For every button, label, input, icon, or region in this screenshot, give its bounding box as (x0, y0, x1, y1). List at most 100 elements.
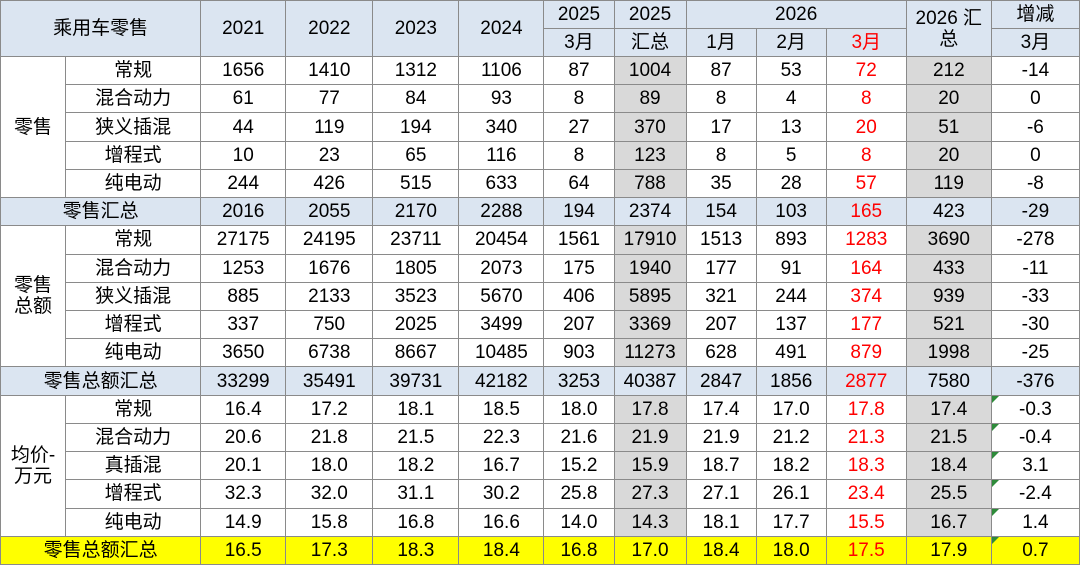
cell: 633 (458, 168, 545, 199)
cell: 15.5 (825, 507, 907, 537)
cell: 491 (755, 338, 827, 368)
cell: 25.5 (905, 479, 992, 509)
cell: 31.1 (372, 479, 460, 509)
table-row: 狭义插混 44 119 194 340 27 370 17 13 20 51 -6 (1, 112, 1080, 142)
cell: 3369 (613, 309, 687, 340)
cell: 423 (905, 197, 992, 227)
cell: 20 (825, 112, 907, 142)
cell: 321 (685, 281, 757, 311)
cell: 194 (543, 197, 615, 227)
header-sum: 2026 汇总 (905, 0, 992, 57)
cell: 20 (905, 84, 992, 114)
cell: 2374 (613, 197, 687, 227)
cell: 337 (200, 309, 287, 340)
cell: 0 (990, 140, 1080, 170)
cell: 244 (200, 168, 287, 199)
cell: 1312 (372, 55, 460, 86)
cell: 521 (905, 309, 992, 340)
cell: 175 (543, 253, 615, 283)
cell: 1805 (372, 253, 460, 283)
cell: 27 (543, 112, 615, 142)
cell: 165 (825, 197, 907, 227)
cell: 154 (685, 197, 757, 227)
cell: -376 (990, 366, 1080, 396)
header-year: 2025 (613, 0, 687, 29)
cell: 51 (905, 112, 992, 142)
cell: 18.4 (458, 535, 545, 565)
cell: 1283 (825, 225, 907, 255)
cell: 16.7 (905, 507, 992, 537)
header-year: 2025 (543, 0, 615, 29)
total-row: 零售总额汇总 33299 35491 39731 42182 3253 40387 2847 1… (0, 366, 1080, 396)
cell: 17.0 (613, 535, 687, 565)
cell: 25.8 (543, 479, 615, 509)
cell: 14.0 (543, 507, 615, 537)
group-label: 均价- 万元 (0, 394, 67, 537)
cell: 6738 (285, 338, 374, 368)
cell: 16.4 (200, 394, 287, 424)
cell: 17.4 (685, 394, 757, 424)
cell: 28 (755, 168, 827, 199)
cell: 164 (825, 253, 907, 283)
row-name: 常规 (65, 394, 202, 424)
cell: 137 (755, 309, 827, 340)
row-name: 狭义插混 (65, 281, 202, 311)
cell: 8 (825, 140, 907, 170)
cell: -14 (990, 55, 1080, 86)
cell: 2847 (685, 366, 757, 396)
row-name: 增程式 (65, 140, 202, 170)
cell: 15.9 (613, 451, 687, 481)
cell: -33 (990, 281, 1080, 311)
cell: 21.6 (543, 422, 615, 453)
header-month: 1月 (685, 28, 757, 57)
cell: -29 (990, 197, 1080, 227)
cell: 119 (285, 112, 374, 142)
total-name: 零售总额汇总 (0, 366, 202, 396)
cell: 10485 (458, 338, 545, 368)
cell: 18.0 (543, 394, 615, 424)
table-row: 纯电动 14.9 15.8 16.8 16.6 14.0 14.3 18.1 17.7 15.5 1… (1, 507, 1080, 537)
cell: 39731 (372, 366, 460, 396)
table-row: 混合动力 61 77 84 93 8 89 8 4 8 20 0 (1, 84, 1080, 114)
cell: 84 (372, 84, 460, 114)
table-row: 增程式 337 750 2025 3499 207 3369 207 137 177 521 -30 (1, 309, 1080, 340)
cell: 77 (285, 84, 374, 114)
cell: 14.3 (613, 507, 687, 537)
cell: 0.7 (990, 535, 1080, 565)
cell: 2016 (200, 197, 287, 227)
cell: 23.4 (825, 479, 907, 509)
cell: 1856 (755, 366, 827, 396)
cell: 18.7 (685, 451, 757, 481)
cell: 21.5 (372, 422, 460, 453)
cell: 21.3 (825, 422, 907, 453)
header-month: 3月 (825, 28, 907, 57)
cell: 5 (755, 140, 827, 170)
cell: 32.3 (200, 479, 287, 509)
cell: 885 (200, 281, 287, 311)
row-name: 纯电动 (65, 168, 202, 199)
cell: 628 (685, 338, 757, 368)
cell: 2170 (372, 197, 460, 227)
cell: 89 (613, 84, 687, 114)
cell: 103 (755, 197, 827, 227)
cell: 11273 (613, 338, 687, 368)
cell: 3253 (543, 366, 615, 396)
cell: 17.9 (905, 535, 992, 565)
cell: 17910 (613, 225, 687, 255)
row-name: 常规 (65, 225, 202, 255)
cell: 18.2 (372, 451, 460, 481)
cell: 23 (285, 140, 374, 170)
row-name: 混合动力 (65, 84, 202, 114)
cell: 750 (285, 309, 374, 340)
cell: 18.2 (755, 451, 827, 481)
row-name: 增程式 (65, 479, 202, 509)
cell: 17.8 (613, 394, 687, 424)
cell: 2288 (458, 197, 545, 227)
cell: 18.5 (458, 394, 545, 424)
cell: 893 (755, 225, 827, 255)
cell: 23711 (372, 225, 460, 255)
cell: -0.4 (990, 422, 1080, 453)
cell: 17.2 (285, 394, 374, 424)
header-year: 2021 (200, 0, 287, 57)
cell: 27.1 (685, 479, 757, 509)
